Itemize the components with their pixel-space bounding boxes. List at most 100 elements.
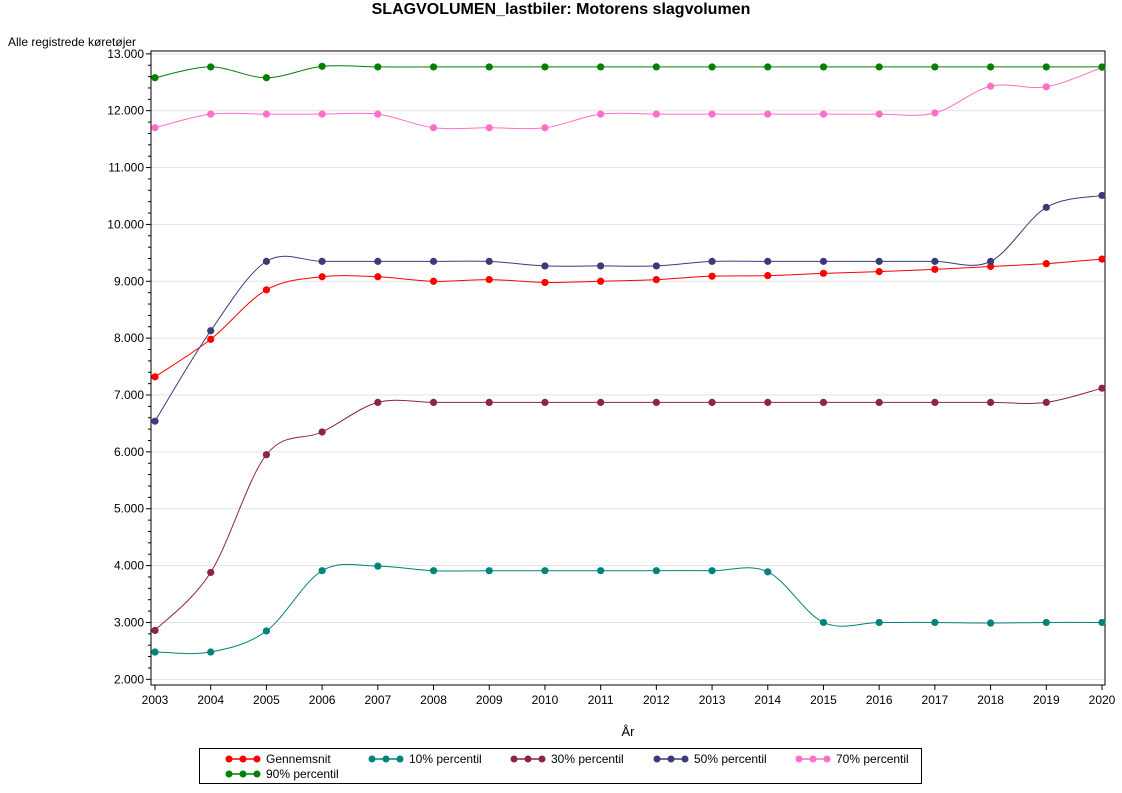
- line-chart: Alle registrede køretøjer 2.000 3.000 4.00…: [8, 35, 1116, 739]
- x-tick-label: 2015: [810, 693, 837, 707]
- data-point: [986, 262, 995, 271]
- legend-item: 90% percentil: [224, 767, 339, 781]
- y-tick-label: 11.000: [108, 161, 144, 175]
- data-point: [262, 286, 271, 294]
- legend-label: 50% percentil: [694, 752, 767, 766]
- data-point: [429, 124, 438, 132]
- data-point: [151, 124, 159, 132]
- data-point: [652, 398, 660, 407]
- data-point: [318, 273, 326, 281]
- data-point: [429, 567, 438, 575]
- data-point: [485, 275, 493, 284]
- data-point: [708, 257, 716, 265]
- data-point: [875, 398, 883, 407]
- data-point: [207, 327, 215, 335]
- data-point: [318, 62, 326, 70]
- data-point: [597, 110, 605, 118]
- data-point: [374, 398, 382, 407]
- x-tick-label: 2014: [754, 693, 781, 707]
- data-point: [1098, 255, 1106, 263]
- data-point: [986, 619, 995, 627]
- data-point: [1042, 618, 1050, 627]
- series-4: [151, 191, 1106, 425]
- data-point: [708, 567, 716, 575]
- series-2: [151, 562, 1106, 656]
- data-point: [708, 398, 716, 407]
- data-point: [374, 257, 382, 265]
- y-tick-label: 10.000: [107, 217, 144, 231]
- data-point: [262, 257, 271, 265]
- y-tick-label: 8.000: [114, 331, 144, 345]
- x-tick-label: 2009: [476, 693, 503, 707]
- legend-label: 30% percentil: [551, 752, 624, 766]
- data-point: [875, 257, 883, 265]
- data-point: [485, 63, 493, 71]
- data-point: [931, 618, 939, 627]
- data-point: [1042, 83, 1050, 91]
- data-point: [1042, 63, 1050, 71]
- chart-title: SLAGVOLUMEN_lastbiler: Motorens slagvolu…: [371, 1, 751, 18]
- x-tick-label: 2016: [866, 693, 893, 707]
- y-tick-label: 7.000: [114, 388, 144, 402]
- x-tick-label: 2012: [643, 693, 670, 707]
- data-point: [597, 567, 605, 575]
- data-point: [1098, 191, 1106, 200]
- plot-area-frame: [150, 50, 1106, 686]
- data-point: [318, 257, 326, 265]
- data-point: [819, 398, 828, 407]
- data-point: [764, 398, 772, 407]
- data-point: [541, 124, 549, 132]
- data-point: [541, 63, 549, 71]
- x-axis: 2003 2004 2005 2006 2007 2008 2009 2010 2011 2012…: [142, 685, 1116, 707]
- data-point: [1098, 63, 1106, 71]
- data-point: [875, 618, 883, 627]
- data-point: [151, 74, 159, 82]
- data-point: [652, 262, 660, 270]
- legend-label: Gennemsnit: [266, 752, 331, 766]
- data-point: [931, 265, 939, 273]
- data-point: [429, 277, 438, 285]
- series-line: [154, 194, 1103, 422]
- y-axis-label: Alle registrede køretøjer: [8, 35, 136, 49]
- series-line: [154, 67, 1103, 130]
- x-tick-label: 2004: [197, 693, 224, 707]
- y-axis: 2.000 3.000 4.000 5.000 6.000 7.000 8.000 9.000…: [107, 47, 151, 686]
- legend-item: 50% percentil: [652, 752, 767, 766]
- series-line: [154, 563, 1103, 655]
- data-point: [652, 110, 660, 118]
- data-point: [652, 567, 660, 575]
- data-point: [151, 648, 159, 656]
- gridlines: [151, 53, 1105, 680]
- x-tick-label: 2020: [1089, 693, 1116, 707]
- legend-swatch: [653, 755, 689, 763]
- data-point: [485, 398, 493, 407]
- data-point: [207, 568, 215, 577]
- legend: Gennemsnit 10% percentil 30% percentil 50% …: [199, 748, 922, 784]
- x-tick-label: 2011: [588, 693, 614, 707]
- data-point: [262, 74, 271, 82]
- data-point: [262, 451, 271, 459]
- data-point: [374, 110, 382, 118]
- data-point: [986, 398, 995, 407]
- y-tick-label: 12.000: [107, 104, 144, 118]
- legend-item: Gennemsnit: [224, 752, 331, 766]
- data-point: [819, 257, 828, 265]
- legend-swatch: [368, 755, 404, 763]
- data-point: [151, 626, 159, 635]
- data-point: [541, 567, 549, 575]
- data-point: [207, 335, 215, 343]
- x-tick-label: 2018: [977, 693, 1004, 707]
- legend-item: 70% percentil: [794, 752, 909, 766]
- data-point: [652, 275, 660, 284]
- data-point: [541, 278, 549, 287]
- data-point: [485, 257, 493, 265]
- data-point: [1042, 260, 1050, 268]
- data-point: [429, 398, 438, 407]
- series-6: [151, 62, 1106, 82]
- legend-swatch: [510, 755, 546, 763]
- series-line: [154, 387, 1103, 631]
- data-point: [764, 272, 772, 280]
- data-point: [1042, 203, 1050, 211]
- data-point: [485, 567, 493, 575]
- data-point: [875, 268, 883, 276]
